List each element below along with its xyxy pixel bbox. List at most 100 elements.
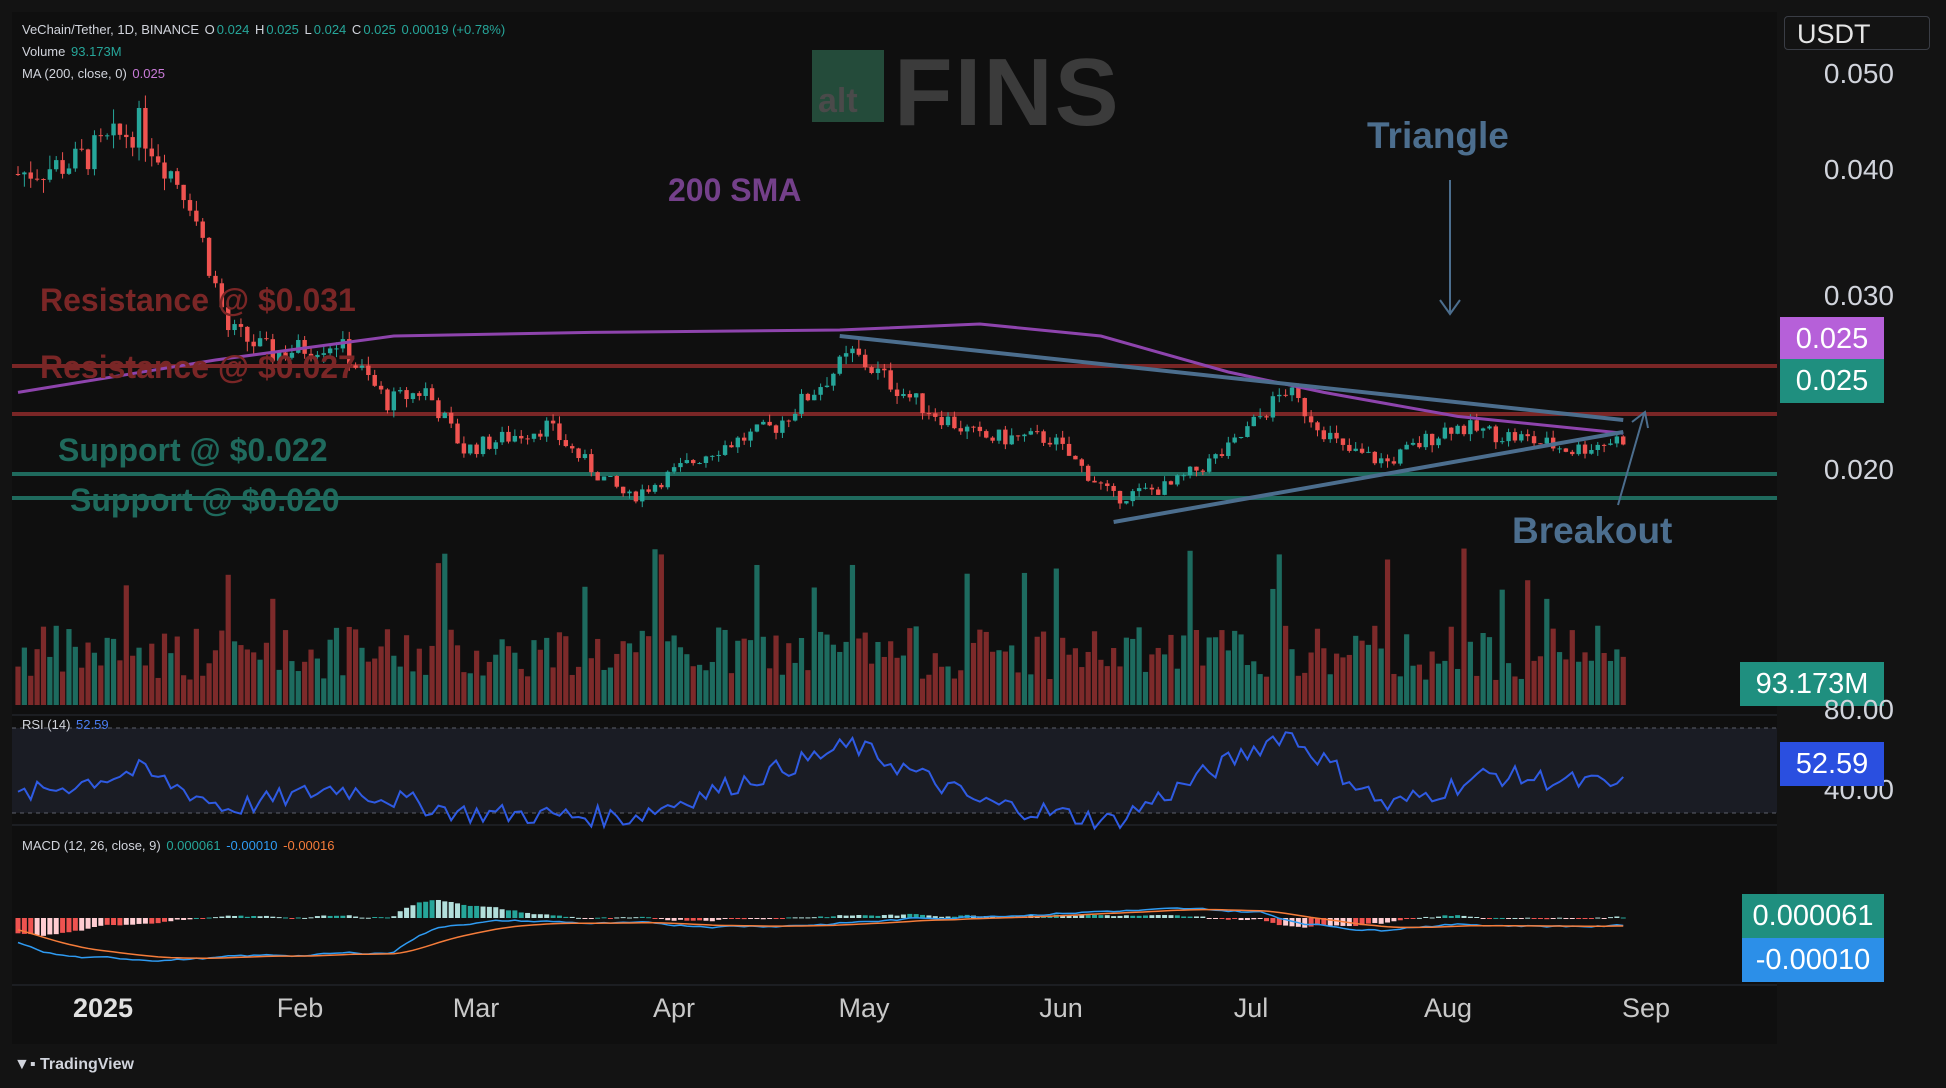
- macd-histogram-bar: [1162, 915, 1168, 918]
- triangle-upper-line: [839, 334, 1624, 422]
- volume-bar: [206, 663, 212, 705]
- volume-bar: [257, 659, 263, 705]
- macd-histogram-bar: [1569, 918, 1575, 919]
- macd-histogram-bar: [1378, 918, 1384, 924]
- volume-bar: [646, 636, 652, 705]
- ma-price-tag: 0.025: [1780, 317, 1884, 361]
- triangle-annotation: Triangle: [1367, 115, 1509, 156]
- volume-bar: [767, 668, 773, 705]
- candle-body: [684, 460, 690, 464]
- candle-body: [124, 134, 129, 138]
- volume-bar: [518, 668, 524, 705]
- macd-histogram-bar: [767, 918, 773, 919]
- candle-body: [54, 160, 59, 170]
- candle-body: [773, 425, 779, 433]
- volume-bar: [1085, 651, 1091, 705]
- macd-histogram-bar: [480, 906, 486, 918]
- macd-histogram-bar: [1442, 915, 1448, 918]
- macd-histogram-bar: [117, 918, 123, 926]
- macd-label[interactable]: MACD (12, 26, close, 9): [22, 838, 161, 853]
- candle-body: [1378, 458, 1384, 464]
- volume-bar: [741, 638, 747, 705]
- volume-bar: [754, 564, 760, 705]
- volume-bar: [1149, 654, 1155, 705]
- volume-tag: 93.173M: [1740, 662, 1884, 706]
- volume-bar: [690, 666, 696, 705]
- macd-histogram-bar: [346, 915, 352, 918]
- candle-body: [461, 443, 467, 454]
- macd-histogram-bar: [1219, 918, 1225, 919]
- candle-body: [327, 348, 333, 354]
- macd-histogram-bar: [1404, 918, 1410, 919]
- volume-bar: [1104, 666, 1110, 705]
- candle-body: [856, 348, 862, 355]
- candle-body: [792, 413, 798, 421]
- candle-body: [347, 339, 352, 366]
- volume-label[interactable]: Volume: [22, 44, 66, 59]
- candle-body: [1022, 434, 1027, 437]
- macd-histogram-bar: [1474, 916, 1480, 918]
- price-tick-label: 0.050: [1823, 58, 1894, 89]
- macd-histogram-bar: [671, 918, 677, 921]
- candle-body: [1601, 444, 1607, 446]
- macd-histogram-bar: [353, 916, 359, 918]
- volume-bar: [856, 638, 862, 705]
- macd-histogram-bar: [1397, 918, 1403, 921]
- volume-bar: [1397, 676, 1403, 705]
- volume-bar: [1620, 656, 1626, 705]
- volume-bar: [1142, 671, 1149, 705]
- volume-bar: [1346, 654, 1352, 705]
- month-label: Sep: [1621, 993, 1671, 1023]
- candle-body: [697, 463, 702, 465]
- month-label: 2025: [72, 993, 134, 1023]
- candle-body: [455, 423, 460, 444]
- volume-bar: [142, 665, 148, 705]
- candle-body: [1404, 444, 1409, 450]
- volume-bar: [384, 629, 391, 705]
- volume-bar: [47, 656, 53, 705]
- macd-histogram-bar: [391, 916, 397, 918]
- volume-bar: [1212, 637, 1219, 705]
- volume-bar: [461, 672, 467, 705]
- volume-bar: [1276, 554, 1282, 705]
- volume-bar: [1461, 548, 1467, 705]
- macd-histogram-bar: [72, 918, 78, 931]
- volume-bar: [1384, 559, 1391, 705]
- macd-histogram-bar: [894, 915, 900, 918]
- candle-body: [1168, 481, 1174, 485]
- rsi-label[interactable]: RSI (14): [22, 717, 71, 732]
- candle-body: [837, 356, 842, 374]
- candle-body: [493, 442, 498, 449]
- macd-histogram-bar: [193, 917, 199, 919]
- volume-bar: [1340, 657, 1346, 705]
- volume-bar: [1576, 661, 1582, 705]
- candle-body: [1060, 437, 1065, 444]
- macd-histogram-bar: [1232, 918, 1238, 919]
- tradingview-footer[interactable]: ▼▪ TradingView: [14, 1056, 134, 1074]
- macd-histogram-bar: [1563, 918, 1569, 919]
- candle-body: [442, 412, 447, 419]
- candle-body: [499, 431, 505, 443]
- macd-histogram-bar: [1142, 915, 1148, 918]
- macd-histogram-bar: [601, 917, 607, 919]
- macd-histogram-bar: [677, 918, 683, 920]
- macd-histogram-bar: [837, 915, 843, 918]
- volume-bar: [1353, 635, 1359, 705]
- candle-body: [869, 367, 874, 374]
- symbol-label[interactable]: VeChain/Tether, 1D, BINANCE: [22, 22, 200, 37]
- currency-selector[interactable]: USDT: [1784, 16, 1930, 50]
- volume-bar: [1537, 656, 1544, 705]
- macd-histogram-bar: [1264, 918, 1270, 922]
- volume-bar: [1181, 635, 1187, 705]
- macd-histogram-bar: [716, 918, 722, 920]
- macd-histogram-bar: [544, 914, 550, 918]
- breakout-arrow-head: [1631, 410, 1649, 429]
- macd-histogram-bar: [1576, 918, 1582, 919]
- candle-body: [1156, 489, 1161, 495]
- candle-body: [15, 174, 21, 175]
- candle-body: [232, 324, 237, 331]
- tradingview-text: TradingView: [39, 1056, 134, 1073]
- ma-label[interactable]: MA (200, close, 0): [22, 66, 127, 81]
- price-tick-label: 0.020: [1823, 454, 1894, 485]
